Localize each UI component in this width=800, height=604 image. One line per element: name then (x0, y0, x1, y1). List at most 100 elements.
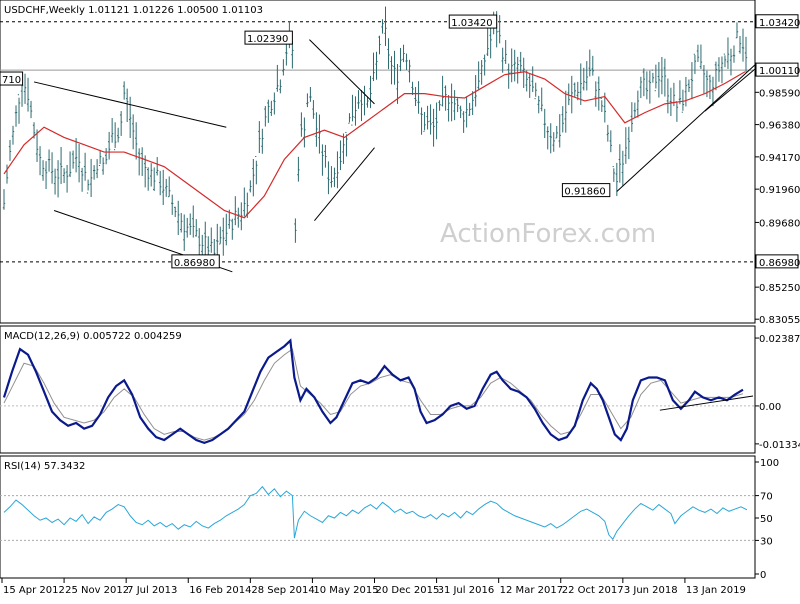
trendline (309, 39, 375, 105)
price-bar (201, 234, 204, 256)
price-bar (396, 63, 399, 104)
price-bar (408, 59, 411, 83)
price-levels (0, 21, 755, 263)
y-tick-label: 70 (760, 492, 773, 503)
price-bar (444, 85, 447, 111)
price-bar (300, 112, 303, 137)
price-bar (366, 96, 369, 108)
price-bar (498, 15, 501, 44)
price-bar (324, 144, 327, 168)
rsi-line-path (3, 485, 748, 541)
price-bar (474, 75, 477, 107)
price-bar (26, 77, 30, 112)
rsi-panel: RSI(14) 57.3432 100 70 50 30 0 (0, 455, 779, 581)
price-panel: ActionForex.com USDCHF,Weekly 1.01121 1.… (0, 0, 800, 326)
price-bar (537, 95, 540, 114)
price-bar (456, 98, 459, 113)
price-bar (726, 37, 730, 69)
price-bar (204, 221, 207, 256)
price-bar (642, 68, 646, 97)
price-bar (156, 157, 159, 176)
price-bar (696, 44, 700, 62)
price-bar (390, 56, 393, 85)
annotation-label: 0.86980 (174, 258, 215, 269)
price-bar (711, 76, 715, 107)
price-bar (2, 189, 6, 210)
tick-box (755, 254, 799, 269)
price-bar (717, 57, 721, 82)
price-bar (738, 36, 742, 54)
price-bar (258, 121, 261, 154)
price-bar (74, 138, 78, 173)
price-bar (276, 64, 279, 92)
y-tick-label: 1.00110 (759, 66, 800, 77)
tick-box (755, 62, 799, 77)
price-bar (591, 55, 594, 76)
price-bar (516, 56, 519, 84)
x-tick-label: 7 Jul 2013 (127, 585, 177, 596)
price-bar (600, 97, 604, 112)
price-annotation: 1.03420 (448, 14, 498, 29)
price-bar (393, 50, 396, 85)
price-bar (609, 130, 613, 153)
price-bar (369, 75, 372, 109)
price-bar (435, 102, 438, 140)
price-bar (273, 92, 276, 115)
price-bar (549, 123, 552, 154)
price-bar (83, 152, 87, 181)
price-bar (65, 164, 69, 193)
x-tick-label: 15 Apr 2012 (3, 585, 65, 596)
x-tick-label: 20 Dec 2015 (376, 585, 440, 596)
price-bar (95, 159, 99, 179)
price-bar (348, 113, 351, 124)
price-bar (62, 168, 66, 184)
price-bar (462, 111, 465, 133)
price-bar (441, 75, 444, 107)
price-bar (234, 196, 237, 226)
price-bar (687, 79, 691, 92)
price-bar (312, 100, 315, 119)
price-bar (651, 69, 655, 83)
price-bar (210, 227, 213, 253)
price-bar (68, 151, 72, 178)
price-bar (519, 51, 522, 72)
price-bar (411, 81, 414, 96)
price-bar (195, 219, 198, 237)
price-bar (71, 150, 75, 169)
price-bar (180, 212, 183, 233)
price-bar (291, 41, 294, 69)
price-bar (113, 122, 117, 151)
price-bar (336, 151, 339, 189)
price-bar (101, 157, 105, 175)
price-bar (333, 167, 336, 188)
price-bar (579, 63, 582, 105)
price-bar (564, 90, 567, 133)
price-bar (168, 176, 171, 198)
price-bar (426, 105, 429, 130)
annotation-label: 0.91860 (564, 187, 605, 198)
price-bar (585, 61, 588, 91)
price-bar (107, 131, 111, 160)
price-bar (447, 95, 450, 122)
price-bar (177, 200, 180, 236)
price-bar (612, 166, 616, 182)
price-bar (17, 94, 21, 124)
rsi-levels (0, 495, 755, 541)
price-bar (636, 90, 640, 118)
price-bar (225, 213, 228, 246)
price-bar (387, 38, 390, 70)
x-tick-label: 28 Sep 2014 (251, 585, 314, 596)
price-bar (702, 64, 706, 94)
price-bar (119, 111, 123, 136)
price-bar (183, 214, 186, 251)
x-tick-label: 12 Mar 2017 (500, 585, 563, 596)
price-bar (468, 102, 471, 116)
price-bar (159, 170, 162, 196)
price-bar (345, 132, 348, 157)
annotation-label: 1.03420 (451, 18, 492, 29)
x-tick-label: 10 May 2015 (313, 585, 378, 596)
rsi-line (3, 485, 748, 541)
price-bar (309, 87, 312, 102)
price-panel-title: USDCHF,Weekly 1.01121 1.01226 1.00500 1.… (4, 5, 263, 16)
price-bar (35, 129, 39, 162)
